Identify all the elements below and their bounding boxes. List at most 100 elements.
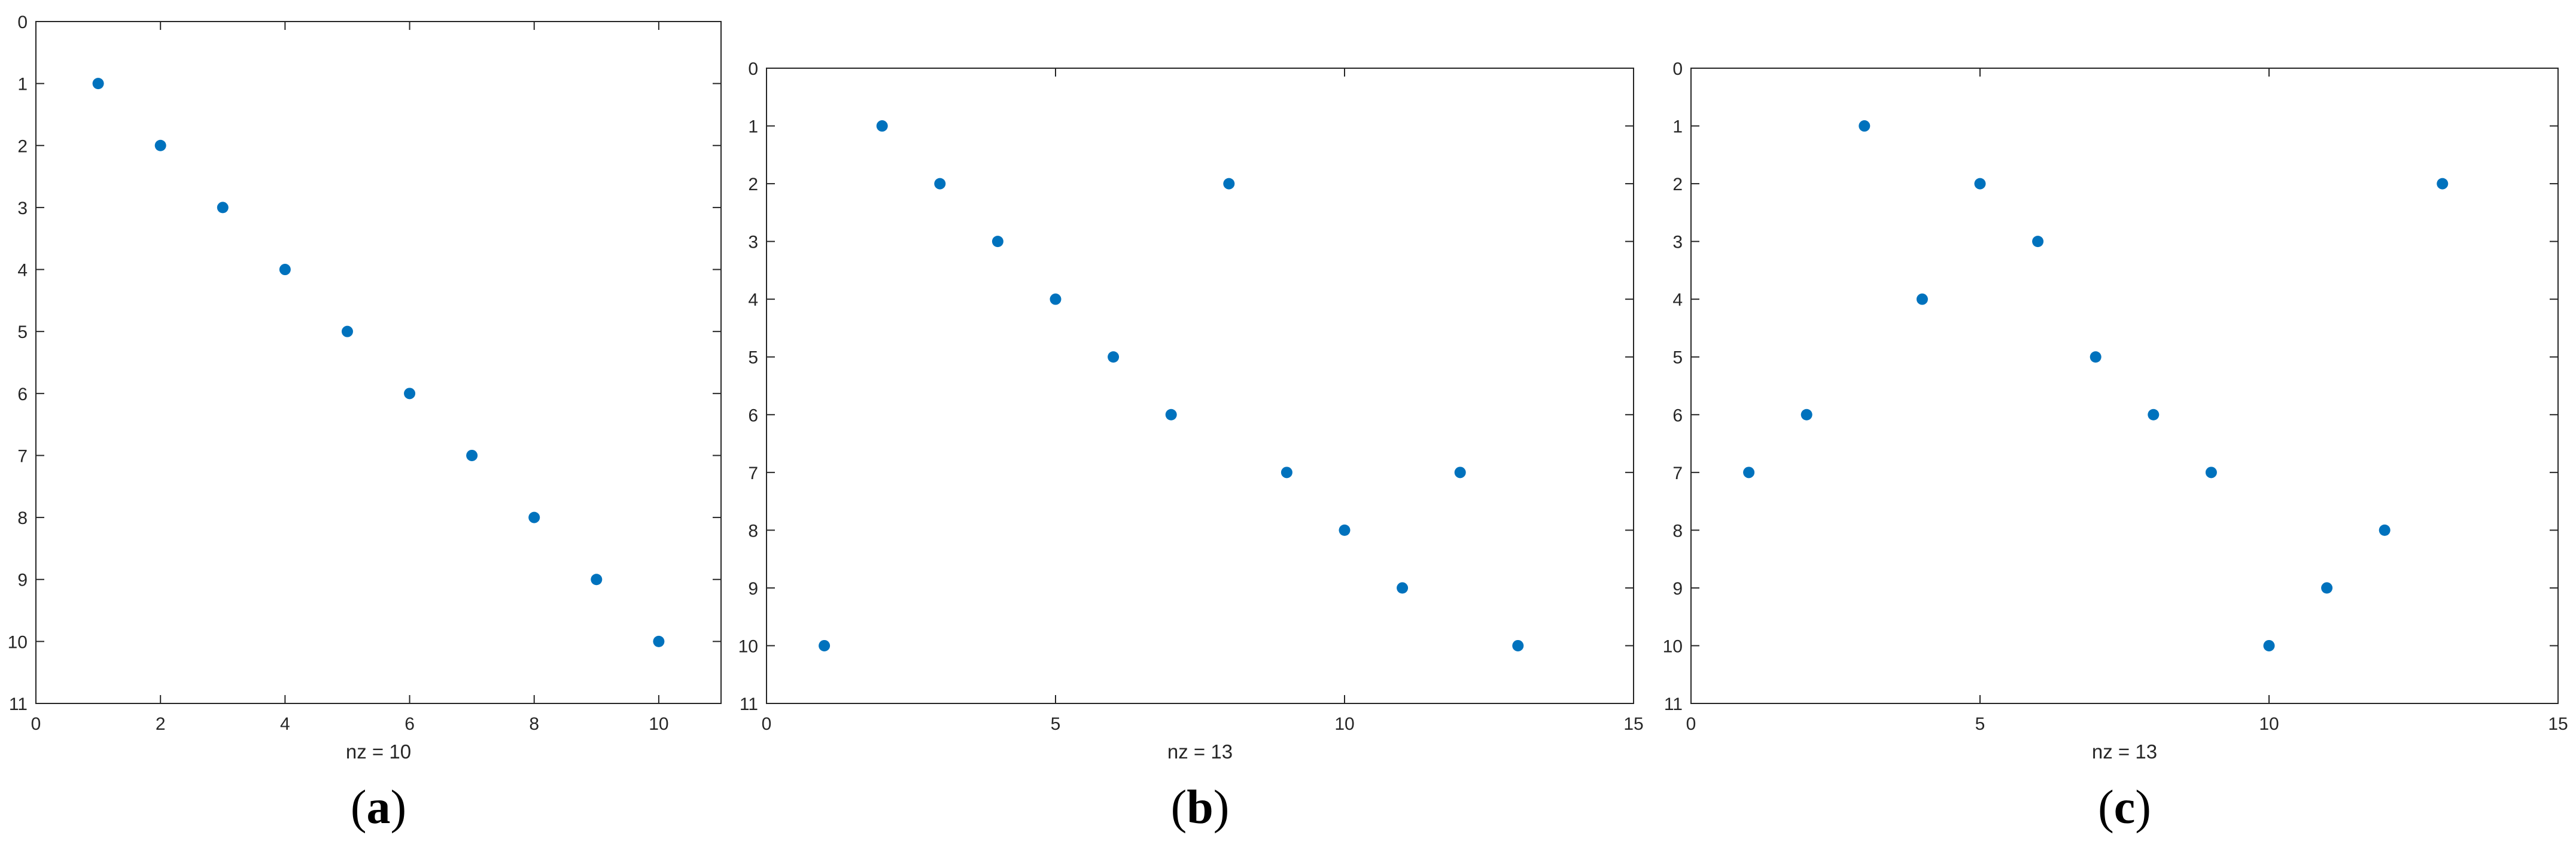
plot-area-frame (766, 68, 1634, 704)
x-tick-label: 10 (649, 714, 668, 734)
x-tick-label: 2 (156, 714, 166, 734)
panel-b: 0 5 10 15 0 1 2 3 4 5 6 7 8 9 10 11 nz = 13 (b) (738, 59, 1644, 834)
y-tick-label: 2 (17, 136, 28, 156)
data-point (2032, 236, 2044, 248)
x-tick-label: 0 (762, 714, 772, 734)
y-tick-label: 7 (1672, 464, 1683, 483)
data-point (2263, 639, 2275, 651)
data-point (1339, 524, 1351, 536)
data-point (1281, 467, 1292, 479)
panel-letter: a (367, 781, 391, 834)
y-tick-label: 11 (9, 694, 28, 714)
x-tick-label: 10 (2259, 714, 2279, 734)
data-point (819, 639, 831, 651)
x-tick-label: 15 (2548, 714, 2568, 734)
panel-letter: b (1187, 781, 1214, 834)
y-tick-label: 10 (738, 636, 758, 656)
data-point (2205, 467, 2217, 479)
y-tick-label: 8 (17, 508, 28, 528)
data-point (1223, 178, 1235, 190)
y-tick-label: 7 (748, 464, 758, 483)
y-tick-label: 1 (1672, 117, 1683, 137)
y-tick-label: 5 (1672, 348, 1683, 368)
data-point (1916, 293, 1928, 305)
data-point (341, 325, 353, 337)
panel-letter: c (2114, 781, 2136, 834)
data-point (217, 202, 229, 214)
panel-a: 0 2 4 6 8 10 0 1 2 3 4 5 6 7 8 9 10 11 nz = 10 (a) (8, 13, 722, 834)
data-point (591, 574, 603, 586)
data-point (653, 635, 665, 647)
y-tick-label: 0 (17, 13, 28, 32)
data-point (528, 511, 540, 523)
data-point (992, 236, 1003, 248)
y-tick-label: 3 (17, 199, 28, 218)
data-point (1108, 351, 1120, 363)
data-point (279, 264, 291, 276)
y-tick-label: 6 (748, 406, 758, 425)
x-tick-label: 8 (529, 714, 539, 734)
panel-caption: (b) (1171, 781, 1230, 834)
data-point (2379, 524, 2391, 536)
plot-area-frame (1690, 68, 2559, 704)
y-tick-label: 10 (8, 632, 28, 652)
data-point (2090, 351, 2101, 363)
y-tick-label: 3 (1672, 233, 1683, 252)
x-tick-label: 10 (1334, 714, 1354, 734)
data-point (404, 388, 416, 400)
x-tick-label: 0 (31, 714, 41, 734)
y-tick-label: 5 (17, 322, 28, 342)
y-tick-label: 5 (748, 348, 758, 368)
x-axis-label: nz = 13 (1167, 741, 1233, 763)
y-tick-label: 0 (748, 59, 758, 79)
data-point (934, 178, 946, 190)
x-axis-label: nz = 10 (346, 741, 411, 763)
y-tick-label: 1 (748, 117, 758, 137)
data-point (466, 449, 478, 461)
data-point (1974, 178, 1986, 190)
y-tick-label: 3 (748, 233, 758, 252)
data-point (2148, 409, 2160, 421)
x-tick-label: 15 (1623, 714, 1643, 734)
x-tick-label: 6 (405, 714, 415, 734)
panel-caption: (c) (2098, 781, 2151, 834)
y-tick-label: 11 (740, 694, 758, 714)
x-tick-label: 5 (1975, 714, 1985, 734)
y-tick-label: 11 (1664, 694, 1683, 714)
y-tick-label: 7 (17, 446, 28, 466)
data-point (876, 120, 888, 132)
x-tick-label: 4 (280, 714, 290, 734)
data-point (1801, 409, 1812, 421)
x-axis-label: nz = 13 (2092, 741, 2157, 763)
data-point (1743, 467, 1755, 479)
y-tick-label: 9 (17, 571, 28, 590)
panel-caption: (a) (351, 781, 406, 834)
panel-c: 0 5 10 15 0 1 2 3 4 5 6 7 8 9 10 11 nz = 13 (c) (1663, 59, 2568, 834)
y-tick-label: 2 (748, 175, 758, 194)
y-tick-label: 6 (1672, 406, 1683, 425)
data-point (1397, 582, 1409, 594)
data-point (1512, 639, 1524, 651)
y-tick-label: 1 (17, 75, 28, 95)
y-tick-label: 8 (748, 521, 758, 541)
y-tick-label: 4 (17, 261, 28, 281)
data-point (2321, 582, 2333, 594)
data-point (154, 139, 166, 151)
y-tick-label: 2 (1672, 175, 1683, 194)
data-point (92, 78, 104, 90)
x-tick-label: 0 (1686, 714, 1696, 734)
data-point (1859, 120, 1871, 132)
data-point (1165, 409, 1177, 421)
y-tick-label: 9 (748, 579, 758, 599)
data-point (1454, 467, 1466, 479)
y-tick-label: 10 (1663, 636, 1683, 656)
y-tick-label: 6 (17, 385, 28, 404)
x-tick-label: 5 (1051, 714, 1061, 734)
y-tick-label: 4 (1672, 290, 1683, 310)
y-tick-label: 9 (1672, 579, 1683, 599)
plot-area-frame (35, 21, 722, 704)
y-tick-label: 4 (748, 290, 758, 310)
data-point (1050, 293, 1062, 305)
y-tick-label: 0 (1672, 59, 1683, 79)
